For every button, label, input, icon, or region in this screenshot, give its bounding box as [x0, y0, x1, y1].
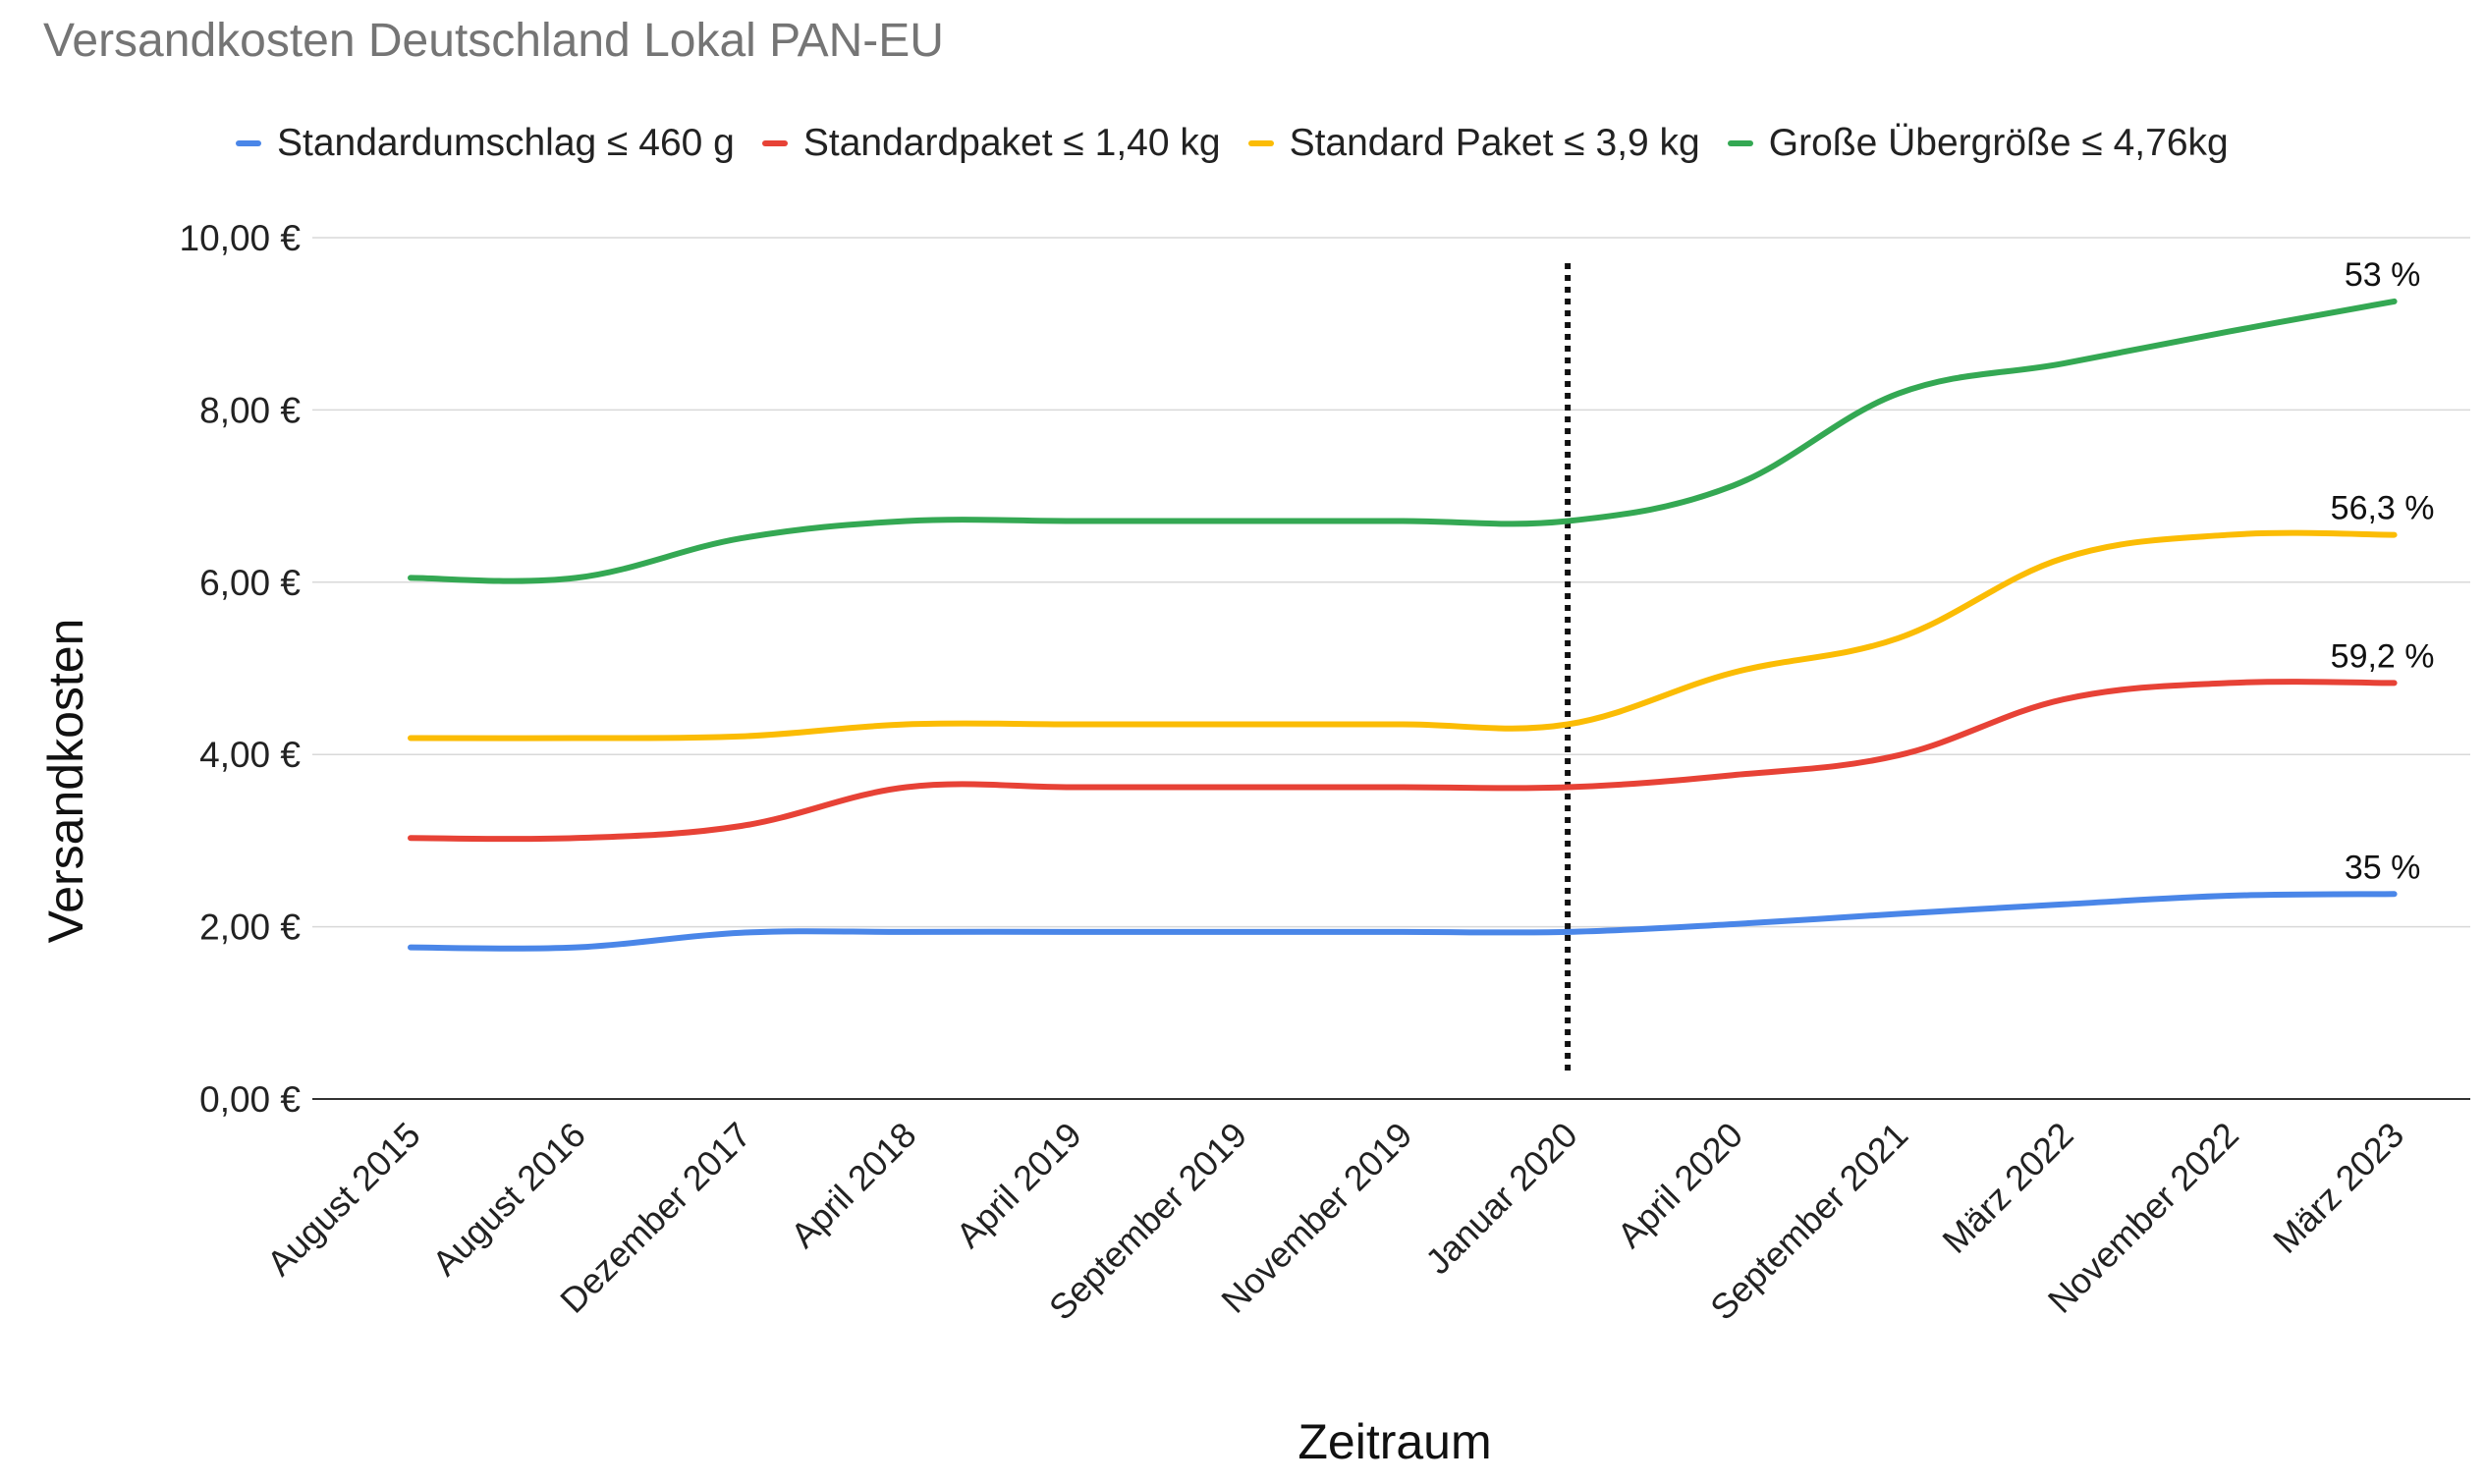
legend-label: Standardpaket ≤ 1,40 kg [802, 122, 1221, 164]
y-tick-label: 10,00 € [180, 218, 302, 258]
x-tick-label: März 2022 [1934, 1115, 2080, 1261]
series-line-3[interactable] [408, 298, 2398, 584]
x-tick-label: April 2020 [1609, 1115, 1750, 1256]
legend-label: Standardumschlag ≤ 460 g [277, 122, 735, 164]
legend: Standardumschlag ≤ 460 g Standardpaket ≤… [236, 116, 2229, 171]
legend-label: Große Übergröße ≤ 4,76kg [1768, 122, 2229, 164]
legend-entry-standardpaket[interactable]: Standardpaket ≤ 1,40 kg [761, 122, 1221, 165]
end-label-1: 59,2 % [2331, 637, 2435, 675]
legend-entry-grosse-uebergroesse[interactable]: Große Übergröße ≤ 4,76kg [1727, 122, 2229, 165]
legend-entry-standardumschlag[interactable]: Standardumschlag ≤ 460 g [236, 122, 735, 165]
x-tick-label: April 2018 [783, 1115, 924, 1256]
x-tick-label: April 2019 [948, 1115, 1089, 1256]
legend-swatch [1247, 140, 1274, 146]
end-labels: 35 % 59,2 % 56,3 % 53 % [2331, 256, 2435, 886]
x-tick-label: August 2015 [259, 1115, 428, 1284]
legend-swatch [1727, 140, 1753, 146]
series-line-1[interactable] [408, 679, 2398, 843]
y-tick-label: 0,00 € [199, 1079, 301, 1120]
gridlines [312, 237, 2470, 1100]
y-axis-title: Versandkosten [38, 619, 93, 944]
y-axis-ticks: 0,00 € 2,00 € 4,00 € 6,00 € 8,00 € 10,00 € [180, 218, 302, 1120]
end-label-2: 56,3 % [2331, 490, 2435, 527]
series-line-2[interactable] [408, 529, 2398, 742]
end-label-3: 53 % [2345, 256, 2421, 294]
y-tick-label: 6,00 € [199, 563, 301, 603]
chart-title: Versandkosten Deutschland Lokal PAN-EU [43, 15, 944, 67]
legend-swatch [236, 140, 261, 146]
series-line-0[interactable] [408, 891, 2398, 952]
y-tick-label: 2,00 € [199, 907, 301, 948]
legend-label: Standard Paket ≤ 3,9 kg [1289, 122, 1700, 164]
legend-swatch [761, 140, 788, 146]
y-tick-label: 8,00 € [199, 390, 301, 430]
x-axis-title: Zeitraum [1298, 1414, 1491, 1469]
series-lines [408, 298, 2398, 952]
x-tick-label: März 2023 [2265, 1115, 2411, 1261]
x-tick-label: August 2016 [424, 1115, 593, 1284]
y-tick-label: 4,00 € [199, 735, 301, 775]
x-tick-label: Januar 2020 [1417, 1115, 1585, 1283]
legend-entry-standard-paket[interactable]: Standard Paket ≤ 3,9 kg [1247, 122, 1700, 165]
end-label-0: 35 % [2345, 849, 2421, 886]
